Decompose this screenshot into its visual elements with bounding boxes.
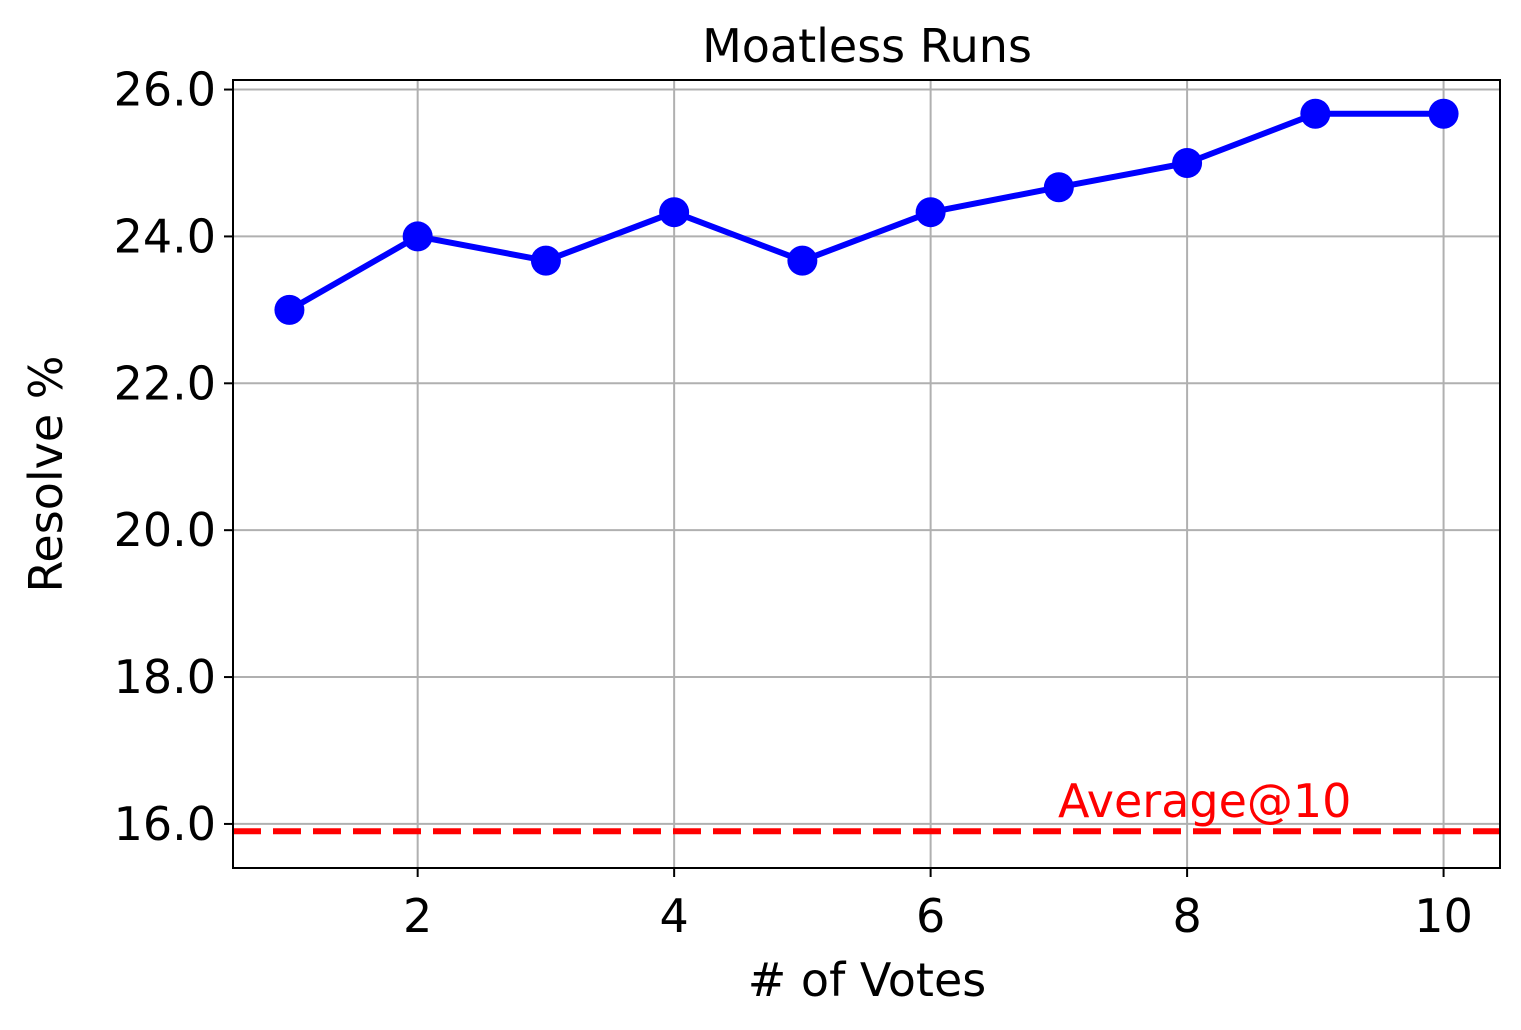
data-point (402, 221, 433, 252)
chart-title: Moatless Runs (702, 19, 1032, 73)
data-point (530, 245, 561, 276)
data-point (274, 294, 305, 325)
y-tick-label: 26.0 (114, 63, 216, 117)
data-point (787, 245, 818, 276)
y-tick-label: 18.0 (114, 650, 216, 704)
data-point (1300, 98, 1331, 129)
y-tick-label: 16.0 (114, 797, 216, 851)
y-tick-label: 22.0 (114, 356, 216, 410)
data-point (915, 197, 946, 228)
y-tick-label: 20.0 (114, 503, 216, 557)
plot-area-frame (232, 79, 1501, 869)
x-tick-label: 8 (1172, 889, 1201, 943)
x-tick-label: 10 (1414, 889, 1473, 943)
data-point (1172, 147, 1203, 178)
y-tick-label: 24.0 (114, 209, 216, 263)
ticks: 2 4 6 8 10 16.0 18.0 20.0 22.0 24.0 26.0 (114, 63, 1473, 943)
y-axis-title: Resolve % (19, 356, 73, 593)
data-point (659, 197, 690, 228)
data-point (1428, 98, 1459, 129)
grid (233, 80, 1500, 868)
x-axis-title: # of Votes (748, 953, 986, 1007)
x-tick-label: 2 (403, 889, 432, 943)
series-line (287, 110, 1444, 313)
x-tick-label: 6 (916, 889, 945, 943)
reference-line-label: Average@10 (1058, 774, 1351, 828)
x-tick-label: 4 (660, 889, 689, 943)
data-point (1043, 172, 1074, 203)
series-group (274, 98, 1459, 325)
